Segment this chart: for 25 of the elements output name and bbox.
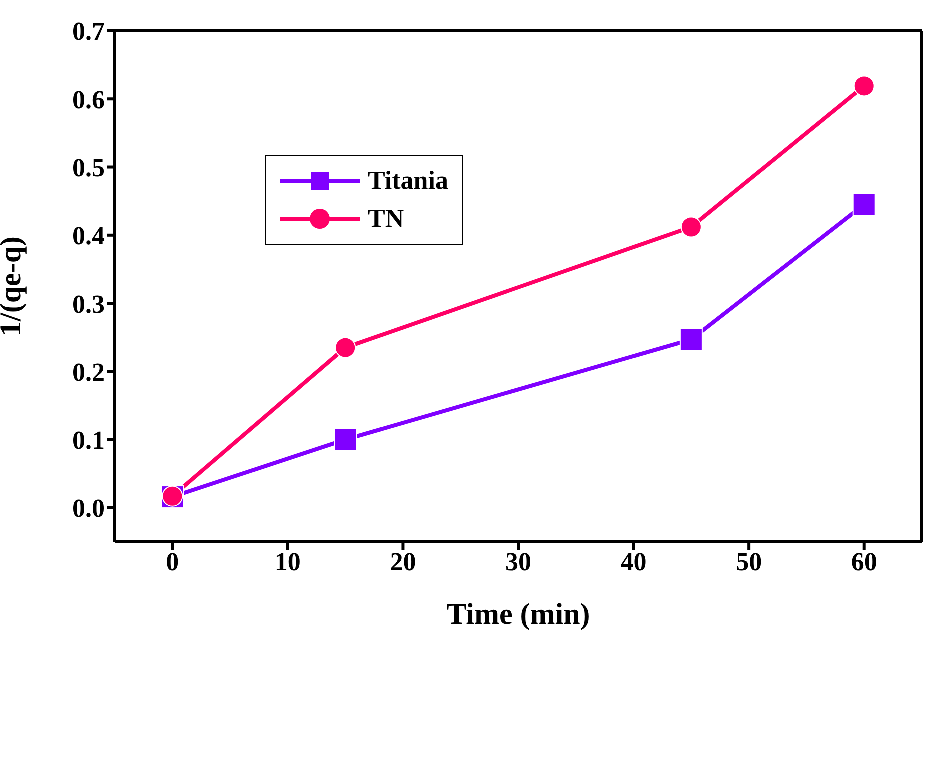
y-axis-title: 1/(qe-q) xyxy=(0,236,28,336)
y-tick-label: 0.0 xyxy=(72,494,105,524)
x-tick-label: 40 xyxy=(620,547,647,576)
point xyxy=(852,193,876,216)
y-tick-label: 0.2 xyxy=(72,358,105,387)
x-tick-label: 0 xyxy=(166,547,180,576)
y-tick-label: 0.5 xyxy=(72,153,105,182)
x-tick-label: 50 xyxy=(736,547,762,576)
y-tick-label: 0.4 xyxy=(72,222,105,251)
point xyxy=(334,428,358,452)
y-tick-label: 0.1 xyxy=(72,426,105,456)
point xyxy=(680,328,703,352)
y-tick-label: 0.6 xyxy=(72,85,105,114)
x-tick-label: 60 xyxy=(851,547,878,576)
y-tick-label: 0.7 xyxy=(72,17,105,46)
point xyxy=(680,216,702,238)
y-tick-label: 0.3 xyxy=(72,290,105,319)
x-tick-label: 10 xyxy=(274,547,301,576)
legend-label: Titania xyxy=(368,166,448,196)
x-tick-label: 20 xyxy=(390,547,416,576)
legend-label: TN xyxy=(368,204,404,234)
x-axis-title: Time (min) xyxy=(446,598,590,631)
point xyxy=(854,76,875,97)
point xyxy=(335,337,356,358)
x-tick-label: 30 xyxy=(506,547,532,576)
